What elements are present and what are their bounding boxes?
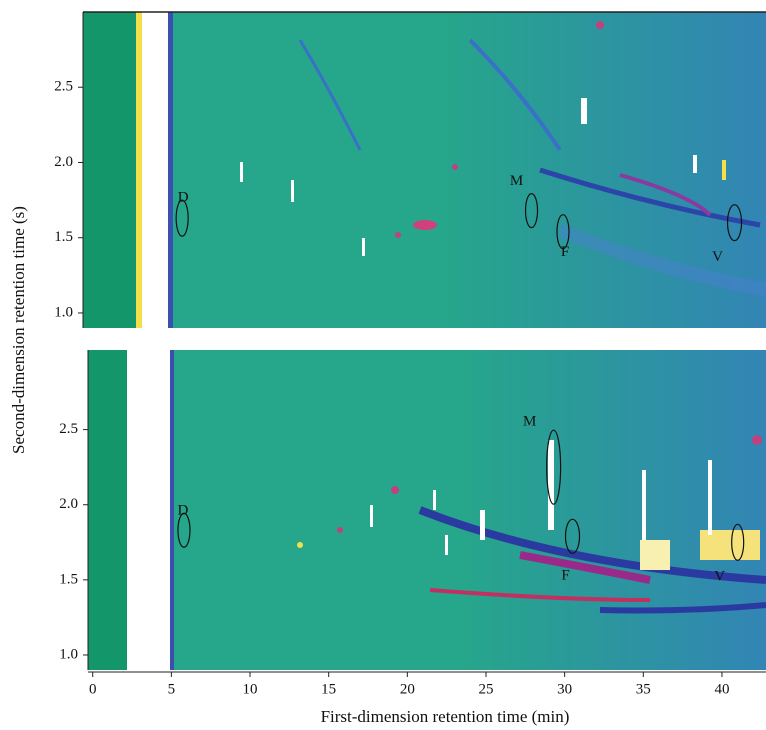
x-tick-label: 40 xyxy=(714,681,729,697)
y-tick-label: 1.0 xyxy=(54,304,73,320)
top-panel-image xyxy=(83,12,766,328)
bottom-panel-image xyxy=(88,350,766,670)
annotation-label: V xyxy=(714,569,725,585)
annotation-ellipse xyxy=(524,193,539,229)
annotation-ellipse xyxy=(546,429,562,505)
x-tick-label: 5 xyxy=(168,681,176,697)
annotation-label: M xyxy=(523,414,536,430)
y-tick-label: 1.5 xyxy=(54,229,73,245)
x-tick-label: 15 xyxy=(321,681,336,697)
annotation-ellipse xyxy=(177,512,191,548)
annotation-label: F xyxy=(561,568,569,584)
annotation-label: D xyxy=(178,190,189,206)
annotation-ellipse xyxy=(731,523,745,561)
x-tick-label: 20 xyxy=(400,681,415,697)
y-tick-label: 1.0 xyxy=(59,646,78,662)
annotation-label: M xyxy=(510,173,523,189)
y-tick-label: 2.5 xyxy=(59,421,78,437)
x-axis-label: First-dimension retention time (min) xyxy=(321,707,570,726)
x-tick-label: 0 xyxy=(89,681,97,697)
y-tick-label: 2.5 xyxy=(54,79,73,95)
annotation-ellipse xyxy=(556,214,570,250)
x-tick-label: 30 xyxy=(557,681,572,697)
annotation-ellipse xyxy=(726,204,743,242)
y-tick-label: 2.0 xyxy=(54,154,73,170)
annotation-ellipse xyxy=(175,199,189,237)
x-tick-label: 35 xyxy=(636,681,651,697)
y-tick-label: 1.5 xyxy=(59,571,78,587)
y-axis-label: Second-dimension retention time (s) xyxy=(9,206,28,454)
annotation-label: V xyxy=(712,249,723,265)
annotation-ellipse xyxy=(564,518,581,554)
x-tick-label: 25 xyxy=(478,681,493,697)
annotation-label: D xyxy=(178,503,189,519)
annotation-label: F xyxy=(561,244,569,260)
x-tick-label: 10 xyxy=(243,681,258,697)
y-tick-label: 2.0 xyxy=(59,496,78,512)
